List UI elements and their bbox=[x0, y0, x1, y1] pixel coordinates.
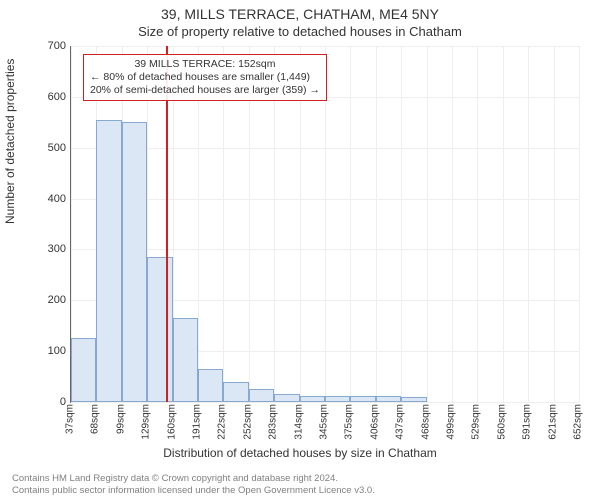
histogram-bar bbox=[376, 396, 401, 402]
histogram-bar bbox=[274, 394, 299, 402]
y-tick-label: 500 bbox=[36, 142, 66, 154]
x-tick-label: 314sqm bbox=[293, 404, 304, 440]
gridline-vertical bbox=[528, 46, 529, 402]
x-tick-label: 160sqm bbox=[166, 404, 177, 440]
x-tick-label: 591sqm bbox=[522, 404, 533, 440]
y-tick-label: 400 bbox=[36, 193, 66, 205]
y-tick-label: 700 bbox=[36, 40, 66, 52]
histogram-bar bbox=[350, 396, 375, 402]
y-tick-label: 100 bbox=[36, 345, 66, 357]
x-tick-label: 129sqm bbox=[141, 404, 152, 440]
gridline-vertical bbox=[477, 46, 478, 402]
y-tick-label: 0 bbox=[36, 396, 66, 408]
x-tick-label: 68sqm bbox=[90, 404, 101, 434]
gridline-vertical bbox=[427, 46, 428, 402]
gridline-horizontal bbox=[71, 249, 579, 250]
histogram-bar bbox=[96, 120, 121, 402]
gridline-horizontal bbox=[71, 402, 579, 403]
annotation-line: 20% of semi-detached houses are larger (… bbox=[90, 84, 320, 97]
gridline-vertical bbox=[452, 46, 453, 402]
footer-line-2: Contains public sector information licen… bbox=[12, 485, 375, 496]
x-axis-label: Distribution of detached houses by size … bbox=[0, 446, 600, 460]
x-tick-label: 406sqm bbox=[369, 404, 380, 440]
x-tick-label: 652sqm bbox=[573, 404, 584, 440]
annotation-box: 39 MILLS TERRACE: 152sqm← 80% of detache… bbox=[83, 54, 327, 101]
x-tick-label: 468sqm bbox=[420, 404, 431, 440]
histogram-bar bbox=[249, 389, 274, 402]
y-tick-label: 600 bbox=[36, 91, 66, 103]
histogram-bar bbox=[122, 122, 147, 402]
x-tick-label: 37sqm bbox=[65, 404, 76, 434]
page-title: 39, MILLS TERRACE, CHATHAM, ME4 5NY bbox=[0, 0, 600, 22]
gridline-horizontal bbox=[71, 199, 579, 200]
gridline-vertical bbox=[503, 46, 504, 402]
histogram-bar bbox=[223, 382, 248, 402]
gridline-vertical bbox=[579, 46, 580, 402]
x-tick-label: 345sqm bbox=[319, 404, 330, 440]
y-tick-label: 300 bbox=[36, 243, 66, 255]
gridline-horizontal bbox=[71, 148, 579, 149]
footer-attribution: Contains HM Land Registry data © Crown c… bbox=[12, 473, 375, 496]
x-tick-label: 252sqm bbox=[242, 404, 253, 440]
gridline-horizontal bbox=[71, 46, 579, 47]
footer-line-1: Contains HM Land Registry data © Crown c… bbox=[12, 473, 375, 484]
chart-container: 39, MILLS TERRACE, CHATHAM, ME4 5NY Size… bbox=[0, 0, 600, 500]
x-tick-label: 191sqm bbox=[192, 404, 203, 440]
histogram-bar bbox=[198, 369, 223, 402]
histogram-bar bbox=[173, 318, 198, 402]
x-tick-label: 621sqm bbox=[547, 404, 558, 440]
y-tick-label: 200 bbox=[36, 294, 66, 306]
x-tick-label: 283sqm bbox=[268, 404, 279, 440]
x-tick-label: 222sqm bbox=[217, 404, 228, 440]
x-tick-label: 499sqm bbox=[446, 404, 457, 440]
gridline-vertical bbox=[401, 46, 402, 402]
x-tick-label: 529sqm bbox=[471, 404, 482, 440]
x-tick-label: 99sqm bbox=[115, 404, 126, 434]
histogram-bar bbox=[71, 338, 96, 402]
x-tick-label: 437sqm bbox=[395, 404, 406, 440]
histogram-bar bbox=[300, 396, 325, 402]
x-tick-label: 375sqm bbox=[344, 404, 355, 440]
annotation-line: ← 80% of detached houses are smaller (1,… bbox=[90, 71, 320, 84]
gridline-vertical bbox=[554, 46, 555, 402]
histogram-bar bbox=[401, 397, 426, 402]
x-tick-label: 560sqm bbox=[496, 404, 507, 440]
gridline-vertical bbox=[376, 46, 377, 402]
gridline-vertical bbox=[350, 46, 351, 402]
histogram-bar bbox=[325, 396, 350, 402]
histogram-bar bbox=[147, 257, 172, 402]
y-axis-label: Number of detached properties bbox=[3, 59, 17, 224]
annotation-line: 39 MILLS TERRACE: 152sqm bbox=[90, 58, 320, 71]
plot-area: 39 MILLS TERRACE: 152sqm← 80% of detache… bbox=[70, 46, 579, 403]
page-subtitle: Size of property relative to detached ho… bbox=[0, 22, 600, 39]
